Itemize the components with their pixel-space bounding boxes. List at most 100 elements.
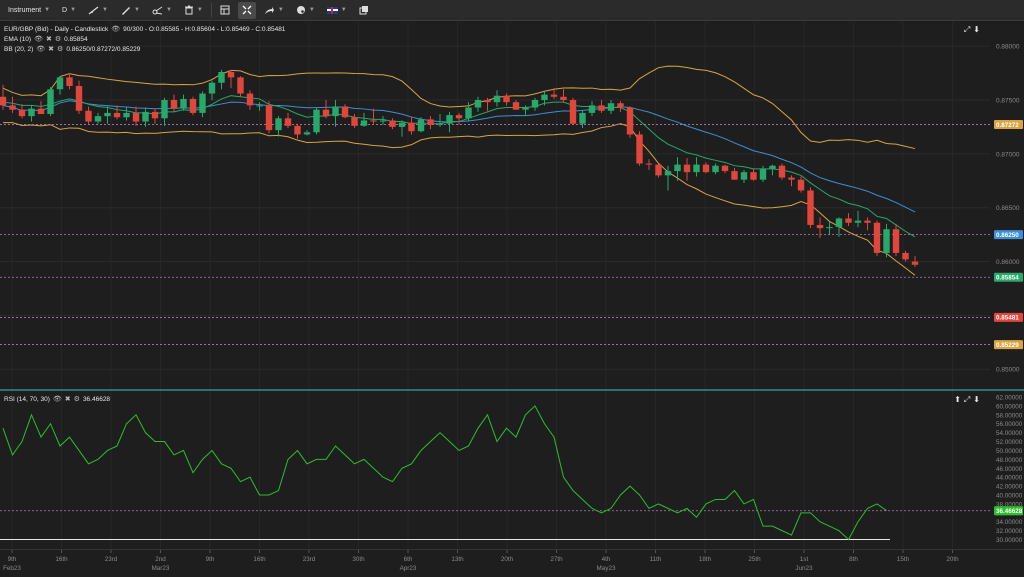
candle-up — [674, 164, 681, 172]
candle-down — [778, 165, 786, 178]
time-tick-label: 13th — [451, 556, 464, 563]
candle-up — [541, 94, 548, 100]
timeframe-button[interactable]: D ▼ — [58, 2, 80, 19]
maximize-icon[interactable]: ⤢ — [963, 395, 971, 404]
candle-up — [417, 119, 425, 132]
palette-icon — [296, 6, 305, 14]
instrument-label: Instrument — [8, 6, 42, 14]
main-legend-stats: 90/300 - O:0.85585 - H:0.85604 - L:0.854… — [123, 25, 286, 33]
fit-button[interactable] — [237, 1, 256, 19]
time-axis[interactable]: 9th Feb23 16th 23rd 2nd Mar23 9th 16th 23rd 30th 6… — [0, 549, 1024, 577]
close-icon[interactable]: ✖ — [64, 396, 71, 403]
language-button[interactable]: ▼ — [323, 2, 351, 19]
eye-icon[interactable]: 👁 — [36, 46, 46, 53]
gear-icon[interactable]: ⚙ — [54, 36, 62, 43]
scissors-icon — [152, 6, 163, 14]
time-tick-label: 9th — [206, 556, 215, 563]
move-up-icon[interactable]: ⬆ — [954, 395, 961, 404]
bb-lower-band — [3, 122, 916, 276]
time-tick-label: 23rd — [105, 556, 118, 563]
ema-legend-value: 0.85854 — [64, 35, 88, 43]
price-level-tag — [994, 340, 1023, 350]
candle-down — [617, 103, 624, 108]
candle-down — [702, 164, 710, 173]
move-down-icon[interactable]: ⬇ — [973, 25, 980, 34]
close-icon[interactable]: ✖ — [48, 46, 55, 53]
layout-button[interactable] — [216, 2, 234, 19]
candle-down — [626, 107, 634, 135]
chevron-down-icon: ▼ — [196, 7, 203, 13]
price-level-tag — [994, 272, 1023, 282]
candle-down — [788, 177, 795, 180]
layout-icon — [220, 5, 230, 15]
ruler-button[interactable]: ▼ — [116, 2, 144, 19]
eye-icon[interactable]: 👁 — [52, 396, 62, 403]
rsi-y-tick-label: 34.00000 — [996, 519, 1023, 526]
rsi-y-tick-label: 44.00000 — [996, 475, 1023, 482]
candle-down — [237, 77, 244, 94]
eye-icon[interactable]: 👁 — [111, 26, 121, 33]
candle-up — [123, 112, 130, 118]
candle-down — [864, 220, 871, 223]
candle-up — [883, 229, 890, 253]
candle-down — [0, 96, 7, 106]
candle-down — [873, 222, 881, 253]
candle-up — [332, 106, 339, 117]
candle-up — [854, 220, 862, 223]
panel-divider[interactable] — [0, 389, 1024, 391]
gear-icon[interactable]: ⚙ — [73, 396, 80, 403]
instrument-button[interactable]: Instrument ▼ — [4, 2, 54, 19]
move-down-icon[interactable]: ⬇ — [973, 395, 980, 404]
chevron-down-icon: ▼ — [102, 7, 108, 13]
candle-down — [683, 164, 691, 173]
candle-down — [9, 105, 16, 110]
candle-up — [588, 105, 596, 113]
time-tick-label: 8th — [849, 556, 858, 563]
candle-up — [56, 77, 64, 90]
price-level-label: 0.85854 — [996, 275, 1019, 282]
tools-button[interactable]: ▼ — [148, 2, 176, 19]
maximize-icon[interactable]: ⤢ — [963, 25, 971, 34]
eye-icon[interactable]: 👁 — [34, 36, 43, 43]
candle-up — [28, 108, 35, 117]
price-panel[interactable]: 0.880000.875000.870000.865000.860000.855… — [0, 22, 1024, 389]
candle-down — [484, 100, 491, 103]
candle-up — [493, 95, 501, 103]
draw-line-button[interactable]: ▼ — [84, 2, 112, 19]
rsi-panel[interactable]: 62.00000 60.00000 58.00000 56.00000 54.00000… — [0, 391, 1024, 549]
y-tick-label: 0.86000 — [996, 259, 1020, 266]
rsi-y-tick-label: 46.00000 — [996, 466, 1023, 473]
candle-down — [645, 163, 653, 165]
price-chart[interactable]: 0.880000.875000.870000.865000.860000.855… — [0, 22, 1024, 389]
price-panel-controls: ⤢ ⬇ — [964, 25, 980, 35]
candle-down — [66, 77, 73, 86]
time-tick-label: 25th — [748, 556, 761, 563]
delete-button[interactable]: ▼ — [180, 2, 207, 19]
candle-down — [598, 105, 605, 111]
candle-down — [560, 96, 567, 100]
price-level-tag — [994, 120, 1023, 130]
candle-up — [94, 116, 102, 122]
candle-up — [313, 109, 320, 133]
candle-up — [104, 112, 111, 117]
candle-down — [731, 171, 738, 180]
candle-down — [85, 110, 92, 122]
y-tick-label: 0.85000 — [996, 367, 1020, 374]
popout-button[interactable] — [355, 2, 373, 19]
rsi-y-tick-label: 60.00000 — [996, 403, 1023, 410]
rsi-y-tick-label: 52.00000 — [996, 439, 1023, 446]
time-tick-label: 9th — [8, 556, 17, 563]
gear-icon[interactable]: ⚙ — [57, 46, 64, 53]
candle-up — [446, 115, 453, 124]
candle-up — [579, 112, 586, 124]
candle-down — [294, 125, 301, 135]
theme-button[interactable]: ▼ — [292, 2, 319, 19]
time-month-label: Apr23 — [400, 565, 417, 572]
time-tick-label: 20th — [501, 556, 514, 563]
close-icon[interactable]: ✖ — [45, 36, 52, 43]
time-tick-label: 16th — [253, 556, 266, 563]
share-button[interactable]: ▼ — [260, 2, 288, 19]
candle-down — [189, 98, 197, 113]
candle-up — [474, 100, 482, 108]
